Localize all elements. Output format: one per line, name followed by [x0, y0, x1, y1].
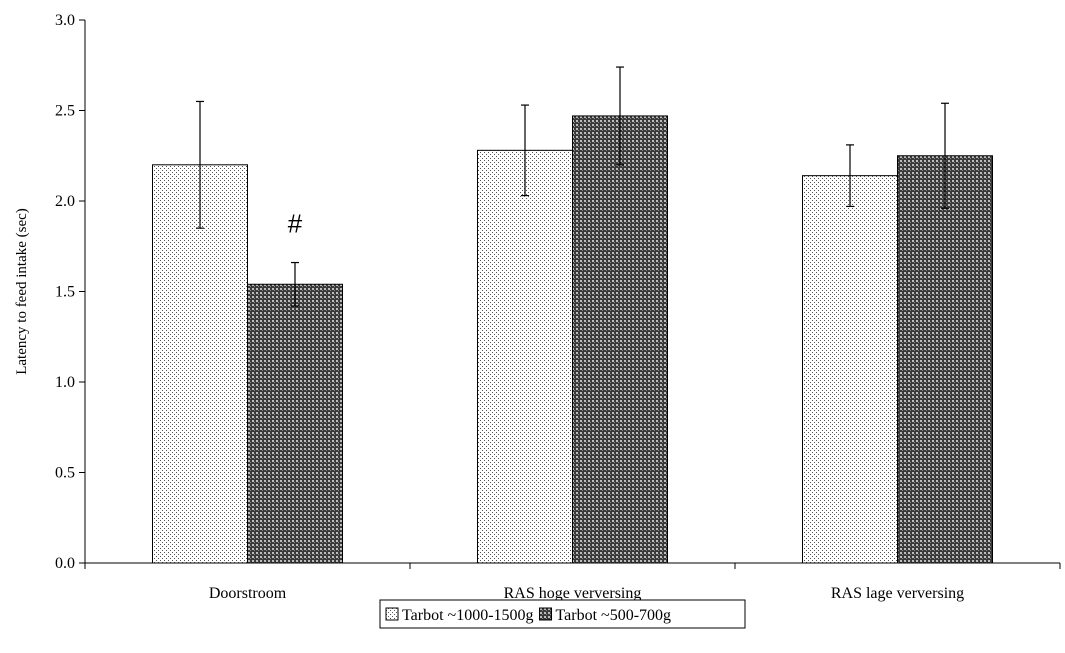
y-tick-label: 3.0	[55, 12, 75, 29]
y-tick-label: 2.0	[55, 193, 75, 210]
legend-label-2: Tarbot ~500-700g	[556, 607, 672, 624]
bar-series-2	[572, 115, 668, 564]
bar-series-1	[152, 164, 248, 564]
bar-series-2	[247, 283, 343, 564]
x-category-label: Doorstroom	[209, 585, 287, 602]
legend-swatch-1	[385, 607, 399, 621]
annotation-significance: #	[288, 209, 303, 239]
bar-series-1	[477, 149, 573, 564]
legend-box	[379, 599, 746, 629]
y-tick-label: 0.5	[55, 465, 75, 482]
y-tick-label: 1.0	[55, 374, 75, 391]
x-category-label: RAS lage verversing	[831, 585, 964, 602]
legend-swatch-2	[539, 607, 553, 621]
bar-series-2	[897, 155, 993, 564]
bar-series-1	[802, 175, 898, 564]
y-tick-label: 2.5	[55, 103, 75, 120]
y-tick-label: 0.0	[55, 555, 75, 572]
x-category-label: RAS hoge verversing	[504, 585, 642, 602]
y-axis-title: Latency to feed intake (sec)	[14, 208, 30, 375]
y-tick-label: 1.5	[55, 284, 75, 301]
legend-label-1: Tarbot ~1000-1500g	[402, 607, 534, 624]
